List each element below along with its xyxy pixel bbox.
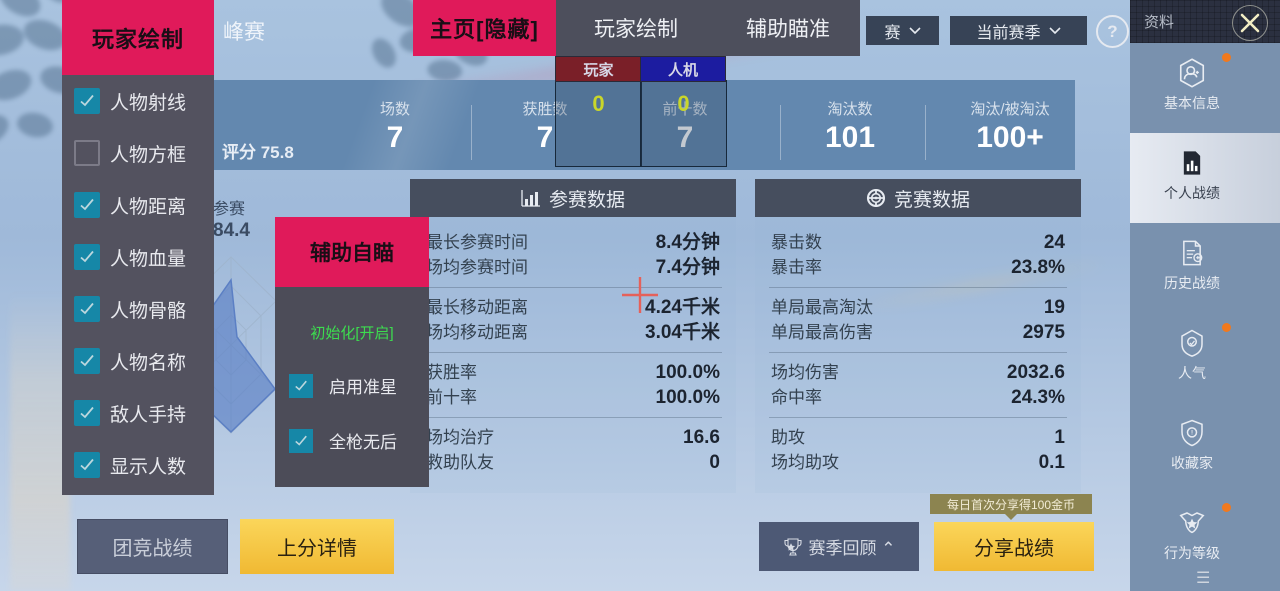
svg-text:!: ! — [1191, 430, 1193, 437]
